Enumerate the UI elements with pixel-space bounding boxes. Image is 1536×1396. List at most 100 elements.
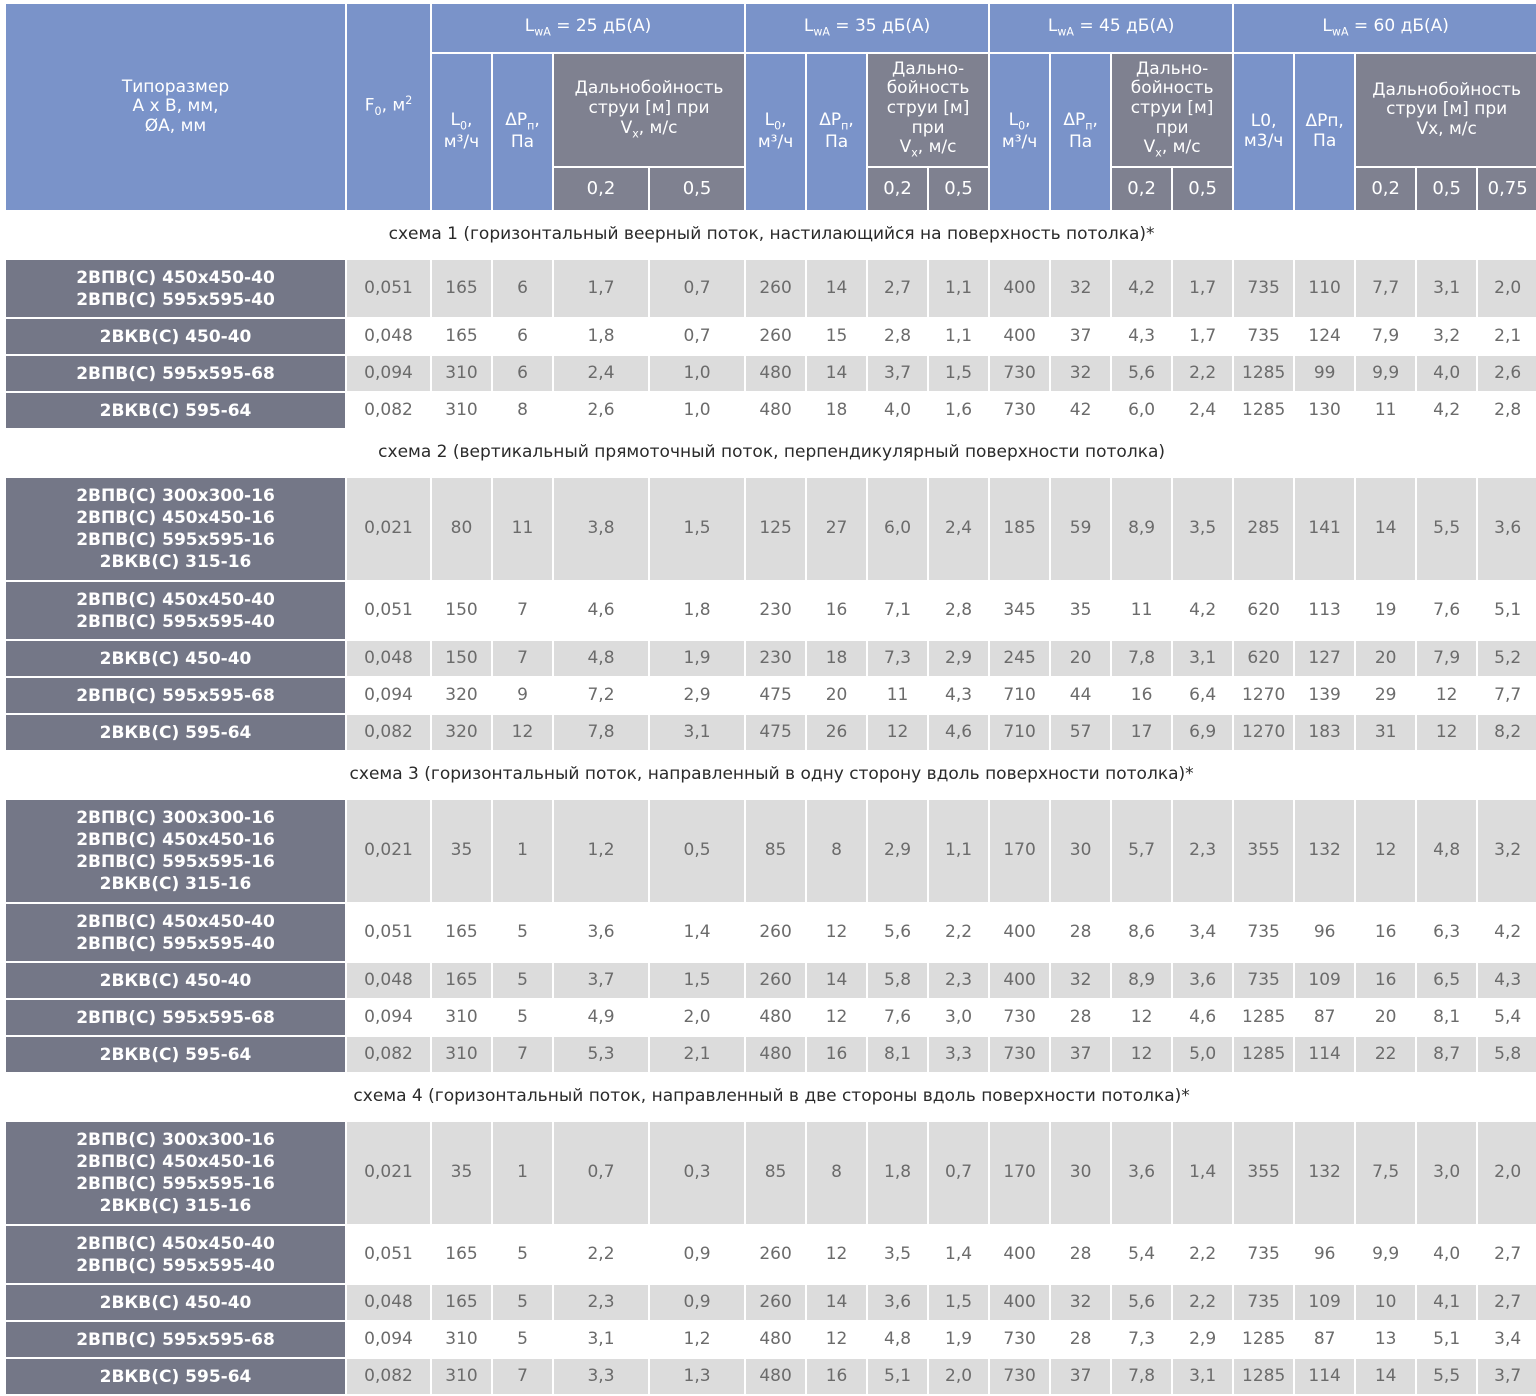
model-name-cell: 2ВПВ(С) 300х300-16 2ВПВ(С) 450х450-16 2ВПВ… — [4, 1120, 347, 1226]
value-cell: 1,5 — [927, 1283, 991, 1322]
value-cell: 7,8 — [552, 713, 650, 752]
velocity-subheader: 0,2 — [552, 166, 650, 212]
value-cell: 0,082 — [345, 1035, 432, 1074]
value-cell: 6,0 — [866, 476, 930, 582]
value-cell: 400 — [988, 317, 1052, 356]
value-cell: 37 — [1049, 317, 1113, 356]
value-cell: 5,1 — [866, 1357, 930, 1396]
model-name-cell: 2ВПВ(С) 300х300-16 2ВПВ(С) 450х450-16 2ВПВ… — [4, 798, 347, 904]
value-cell: 1,7 — [1171, 317, 1235, 356]
value-cell: 12 — [805, 1224, 869, 1285]
value-cell: 2,9 — [866, 798, 930, 904]
value-cell: 20 — [1354, 639, 1418, 678]
value-cell: 260 — [744, 258, 808, 319]
model-name-cell: 2ВПВ(С) 450х450-40 2ВПВ(С) 595х595-40 — [4, 580, 347, 641]
value-cell: 3,4 — [1476, 1320, 1536, 1359]
group-header-35db: LwA = 35 дБ(А) — [744, 2, 991, 54]
model-name-cell: 2ВПВ(С) 450х450-40 2ВПВ(С) 595х595-40 — [4, 902, 347, 963]
velocity-subheader: 0,5 — [647, 166, 747, 212]
value-cell: 0,021 — [345, 476, 432, 582]
model-name-cell: 2ВКВ(С) 595-64 — [4, 391, 347, 430]
value-cell: 480 — [744, 391, 808, 430]
value-cell: 1,4 — [927, 1224, 991, 1285]
value-cell: 0,051 — [345, 902, 432, 963]
value-cell: 3,0 — [1415, 1120, 1479, 1226]
value-cell: 0,048 — [345, 639, 432, 678]
value-cell: 31 — [1354, 713, 1418, 752]
value-cell: 14 — [805, 354, 869, 393]
value-cell: 6 — [491, 354, 554, 393]
value-cell: 5,2 — [1476, 639, 1536, 678]
throw-range-header: Дальнобойность струи [м] при Vx, м/с — [551, 52, 747, 168]
value-cell: 7,1 — [866, 580, 930, 641]
value-cell: 2,0 — [1476, 258, 1536, 319]
value-cell: 8,9 — [1110, 476, 1174, 582]
value-cell: 4,2 — [1110, 258, 1174, 319]
model-name-cell: 2ВКВ(С) 450-40 — [4, 639, 347, 678]
value-cell: 165 — [430, 1224, 493, 1285]
velocity-subheader: 0,5 — [927, 166, 991, 212]
value-cell: 0,051 — [345, 258, 432, 319]
model-name-cell: 2ВПВ(С) 595х595-68 — [4, 676, 347, 715]
value-cell: 114 — [1293, 1035, 1357, 1074]
value-cell: 85 — [744, 1120, 808, 1226]
value-cell: 6,3 — [1415, 902, 1479, 963]
value-cell: 20 — [1049, 639, 1113, 678]
value-cell: 12 — [1415, 676, 1479, 715]
value-cell: 3,6 — [866, 1283, 930, 1322]
value-cell: 165 — [430, 961, 493, 1000]
value-cell: 5,7 — [1110, 798, 1174, 904]
value-cell: 32 — [1049, 1283, 1113, 1322]
value-cell: 2,1 — [647, 1035, 747, 1074]
value-cell: 480 — [744, 1035, 808, 1074]
value-cell: 4,2 — [1476, 902, 1536, 963]
value-cell: 4,3 — [927, 676, 991, 715]
value-cell: 3,1 — [647, 713, 747, 752]
value-cell: 7 — [491, 1357, 554, 1396]
value-cell: 124 — [1293, 317, 1357, 356]
value-cell: 8 — [805, 1120, 869, 1226]
value-cell: 4,9 — [552, 998, 650, 1037]
value-cell: 230 — [744, 580, 808, 641]
value-cell: 4,8 — [866, 1320, 930, 1359]
value-cell: 7,8 — [1110, 1357, 1174, 1396]
value-cell: 2,3 — [552, 1283, 650, 1322]
value-cell: 310 — [430, 1035, 493, 1074]
value-cell: 400 — [988, 1283, 1052, 1322]
value-cell: 7,9 — [1354, 317, 1418, 356]
value-cell: 11 — [1354, 391, 1418, 430]
value-cell: 6,0 — [1110, 391, 1174, 430]
value-cell: 480 — [744, 354, 808, 393]
value-cell: 87 — [1293, 998, 1357, 1037]
value-cell: 80 — [430, 476, 493, 582]
value-cell: 165 — [430, 902, 493, 963]
value-cell: 165 — [430, 258, 493, 319]
value-cell: 2,8 — [927, 580, 991, 641]
value-cell: 11 — [491, 476, 554, 582]
scheme-row: схема 1 (горизонтальный веерный поток, н… — [5, 210, 1536, 260]
value-cell: 1,6 — [927, 391, 991, 430]
table-row: 2ВКВ(С) 595-64 0,082 320 12 7,8 3,1 475 26 12 4,6… — [4, 713, 1536, 752]
value-cell: 1,3 — [647, 1357, 747, 1396]
value-cell: 19 — [1354, 580, 1418, 641]
f0-column-header: F0, м2 — [345, 2, 432, 212]
value-cell: 2,2 — [1171, 1283, 1235, 1322]
value-cell: 260 — [744, 961, 808, 1000]
value-cell: 310 — [430, 391, 493, 430]
value-cell: 32 — [1049, 354, 1113, 393]
value-cell: 3,1 — [1171, 1357, 1235, 1396]
velocity-subheader: 0,75 — [1476, 166, 1536, 212]
value-cell: 27 — [805, 476, 869, 582]
value-cell: 16 — [805, 1035, 869, 1074]
value-cell: 2,0 — [1476, 1120, 1536, 1226]
value-cell: 4,8 — [1415, 798, 1479, 904]
airflow-header: L0, м3/ч — [1232, 52, 1296, 212]
value-cell: 35 — [430, 1120, 493, 1226]
value-cell: 310 — [430, 1357, 493, 1396]
value-cell: 5,1 — [1476, 580, 1536, 641]
value-cell: 1,5 — [647, 961, 747, 1000]
value-cell: 260 — [744, 1283, 808, 1322]
value-cell: 16 — [805, 580, 869, 641]
value-cell: 28 — [1049, 902, 1113, 963]
value-cell: 16 — [1354, 961, 1418, 1000]
